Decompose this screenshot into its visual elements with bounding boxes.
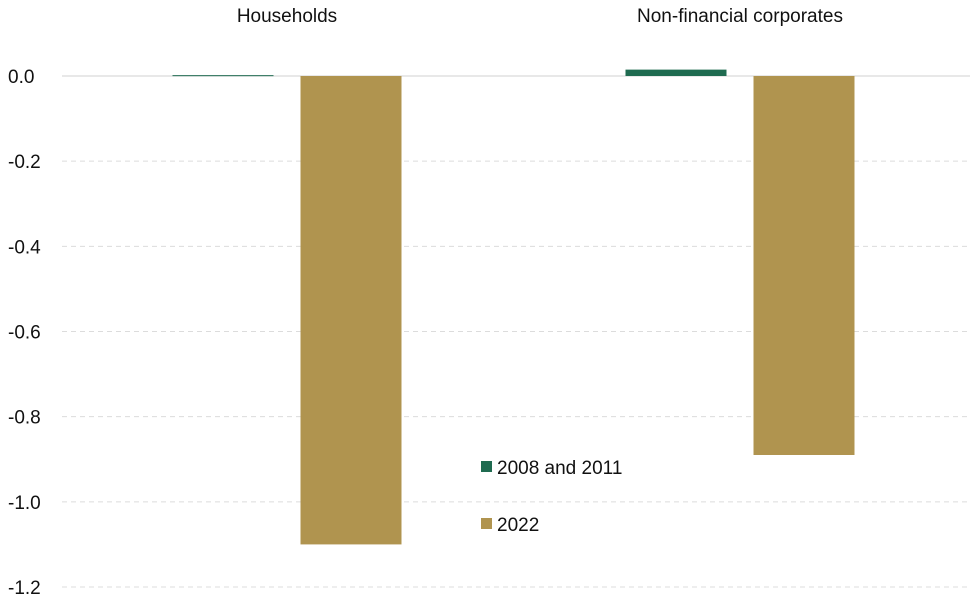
y-tick-label: 0.0: [8, 67, 34, 88]
bar-series-1: [172, 75, 274, 77]
category-labels: Households Non-financial corporates: [237, 6, 843, 27]
category-label: Non-financial corporates: [637, 6, 843, 27]
y-tick-label: -0.8: [8, 408, 41, 429]
legend-swatch: [481, 518, 492, 529]
legend-swatch: [481, 461, 492, 472]
y-tick-label: -1.0: [8, 493, 41, 514]
bar-series-2: [300, 76, 402, 545]
y-tick-label: -0.6: [8, 323, 41, 344]
y-tick-label: -0.4: [8, 237, 41, 258]
bar-series-2: [753, 76, 855, 455]
legend: 2008 and 2011 2022: [481, 458, 622, 536]
y-tick-label: -1.2: [8, 578, 41, 599]
y-axis-tick-labels: 0.0 -0.2 -0.4 -0.6 -0.8 -1.0 -1.2: [8, 67, 41, 599]
y-tick-label: -0.2: [8, 152, 41, 173]
category-label: Households: [237, 6, 337, 27]
legend-label: 2022: [497, 515, 539, 536]
legend-label: 2008 and 2011: [497, 458, 622, 479]
bar-series-1: [625, 69, 727, 76]
bars: [172, 69, 855, 545]
